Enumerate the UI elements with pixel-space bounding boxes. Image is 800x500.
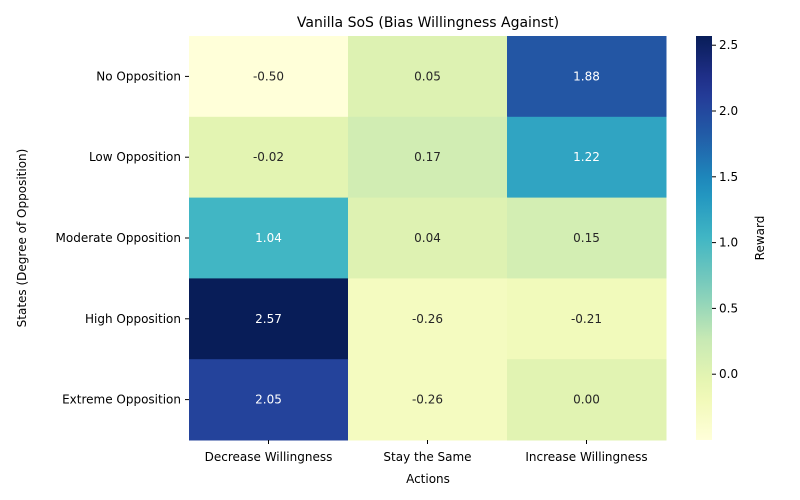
colorbar-tick-label: 0.5 xyxy=(719,301,738,315)
heatmap-cells xyxy=(189,36,667,441)
cell-value-label: 0.17 xyxy=(414,150,441,164)
x-tick-label: Stay the Same xyxy=(383,450,471,464)
heatmap-cell xyxy=(348,36,508,118)
y-tick-label: No Opposition xyxy=(96,69,181,83)
colorbar-label: Reward xyxy=(753,216,767,261)
colorbar: 0.0 0.5 1.0 1.5 2.0 2.5 Reward xyxy=(696,36,767,440)
heatmap-cell xyxy=(189,278,349,360)
colorbar-tick-label: 2.5 xyxy=(719,38,738,52)
cell-value-label: 0.00 xyxy=(573,393,600,407)
colorbar-tick-label: 0.0 xyxy=(719,367,738,381)
heatmap-cell xyxy=(348,359,508,441)
cell-value-label: 1.88 xyxy=(573,69,600,83)
cell-value-label: -0.21 xyxy=(571,312,602,326)
cell-annotations: -0.50 0.05 1.88 -0.02 0.17 1.22 1.04 0.04 0.15 2.… xyxy=(253,69,602,406)
y-axis-label: States (Degree of Opposition) xyxy=(15,149,29,328)
heatmap-cell xyxy=(189,36,349,118)
cell-value-label: 1.04 xyxy=(255,231,282,245)
y-tick-label: Low Opposition xyxy=(89,150,181,164)
cell-value-label: 0.04 xyxy=(414,231,441,245)
heatmap-cell xyxy=(507,116,667,199)
heatmap-cell xyxy=(189,116,349,199)
colorbar-ticks: 0.0 0.5 1.0 1.5 2.0 2.5 xyxy=(712,38,738,381)
cell-value-label: -0.26 xyxy=(412,393,443,407)
colorbar-tick-label: 1.5 xyxy=(719,170,738,184)
x-axis-label: Actions xyxy=(406,472,450,486)
heatmap-cell xyxy=(348,116,508,199)
heatmap-cell xyxy=(189,197,349,279)
cell-value-label: 1.22 xyxy=(573,150,600,164)
x-tick-label: Increase Willingness xyxy=(525,450,647,464)
chart-title: Vanilla SoS (Bias Willingness Against) xyxy=(297,15,559,31)
cell-value-label: -0.50 xyxy=(253,69,284,83)
colorbar-tick-label: 1.0 xyxy=(719,236,738,250)
cell-value-label: 2.57 xyxy=(255,312,282,326)
colorbar-tick-label: 2.0 xyxy=(719,104,738,118)
heatmap-cell xyxy=(189,359,349,441)
heatmap-cell xyxy=(348,197,508,279)
heatmap-cell xyxy=(507,197,667,279)
y-tick-label: Moderate Opposition xyxy=(56,231,181,245)
x-axis: Decrease Willingness Stay the Same Increas… xyxy=(205,440,648,464)
cell-value-label: -0.26 xyxy=(412,312,443,326)
heatmap-cell xyxy=(507,359,667,441)
cell-value-label: -0.02 xyxy=(253,150,284,164)
heatmap-cell xyxy=(507,278,667,360)
y-axis: No Opposition Low Opposition Moderate Oppo… xyxy=(56,69,189,407)
colorbar-gradient xyxy=(696,36,712,440)
heatmap-cell xyxy=(348,278,508,360)
cell-value-label: 2.05 xyxy=(255,393,282,407)
y-tick-label: Extreme Opposition xyxy=(62,393,181,407)
cell-value-label: 0.05 xyxy=(414,69,441,83)
y-tick-label: High Opposition xyxy=(85,312,181,326)
cell-value-label: 0.15 xyxy=(573,231,600,245)
x-tick-label: Decrease Willingness xyxy=(205,450,333,464)
heatmap-cell xyxy=(507,36,667,118)
